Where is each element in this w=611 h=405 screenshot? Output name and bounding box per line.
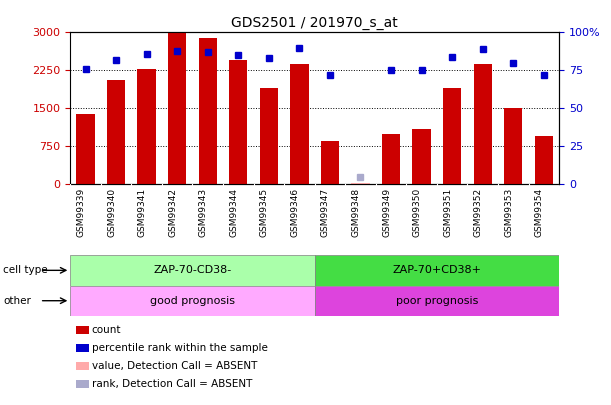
Bar [474, 64, 492, 184]
Text: percentile rank within the sample: percentile rank within the sample [92, 343, 268, 353]
Text: GSM99348: GSM99348 [351, 188, 360, 237]
Bar [321, 141, 339, 184]
Bar [443, 88, 461, 184]
Text: GSM99354: GSM99354 [535, 188, 544, 237]
Text: cell type: cell type [3, 265, 48, 275]
Bar [504, 108, 522, 184]
Text: good prognosis: good prognosis [150, 296, 235, 306]
Bar [535, 136, 553, 184]
Text: GSM99341: GSM99341 [137, 188, 147, 237]
Text: GSM99347: GSM99347 [321, 188, 330, 237]
Bar [315, 255, 559, 286]
Bar [260, 88, 278, 184]
Bar [199, 38, 217, 184]
Bar [168, 32, 186, 184]
Bar [412, 129, 431, 184]
Text: GSM99342: GSM99342 [168, 188, 177, 237]
Text: GSM99344: GSM99344 [229, 188, 238, 237]
Bar [290, 64, 309, 184]
Text: GSM99339: GSM99339 [76, 188, 86, 237]
Bar [382, 134, 400, 184]
Bar [107, 81, 125, 184]
Text: GSM99346: GSM99346 [290, 188, 299, 237]
Text: GSM99353: GSM99353 [504, 188, 513, 237]
Text: GSM99340: GSM99340 [107, 188, 116, 237]
Text: poor prognosis: poor prognosis [396, 296, 478, 306]
Bar [229, 60, 247, 184]
Text: other: other [3, 296, 31, 306]
Text: GSM99349: GSM99349 [382, 188, 391, 237]
Bar [315, 286, 559, 316]
Text: GSM99351: GSM99351 [443, 188, 452, 237]
Text: GSM99345: GSM99345 [260, 188, 269, 237]
Text: count: count [92, 325, 121, 335]
Text: GSM99352: GSM99352 [474, 188, 483, 237]
Text: ZAP-70-CD38-: ZAP-70-CD38- [153, 265, 232, 275]
Text: GSM99343: GSM99343 [199, 188, 208, 237]
Title: GDS2501 / 201970_s_at: GDS2501 / 201970_s_at [232, 16, 398, 30]
Bar [76, 115, 95, 184]
Text: value, Detection Call = ABSENT: value, Detection Call = ABSENT [92, 361, 257, 371]
Bar [137, 69, 156, 184]
Bar [70, 286, 315, 316]
Text: ZAP-70+CD38+: ZAP-70+CD38+ [392, 265, 481, 275]
Bar [351, 183, 370, 184]
Text: GSM99350: GSM99350 [412, 188, 422, 237]
Bar [70, 255, 315, 286]
Text: rank, Detection Call = ABSENT: rank, Detection Call = ABSENT [92, 379, 252, 389]
